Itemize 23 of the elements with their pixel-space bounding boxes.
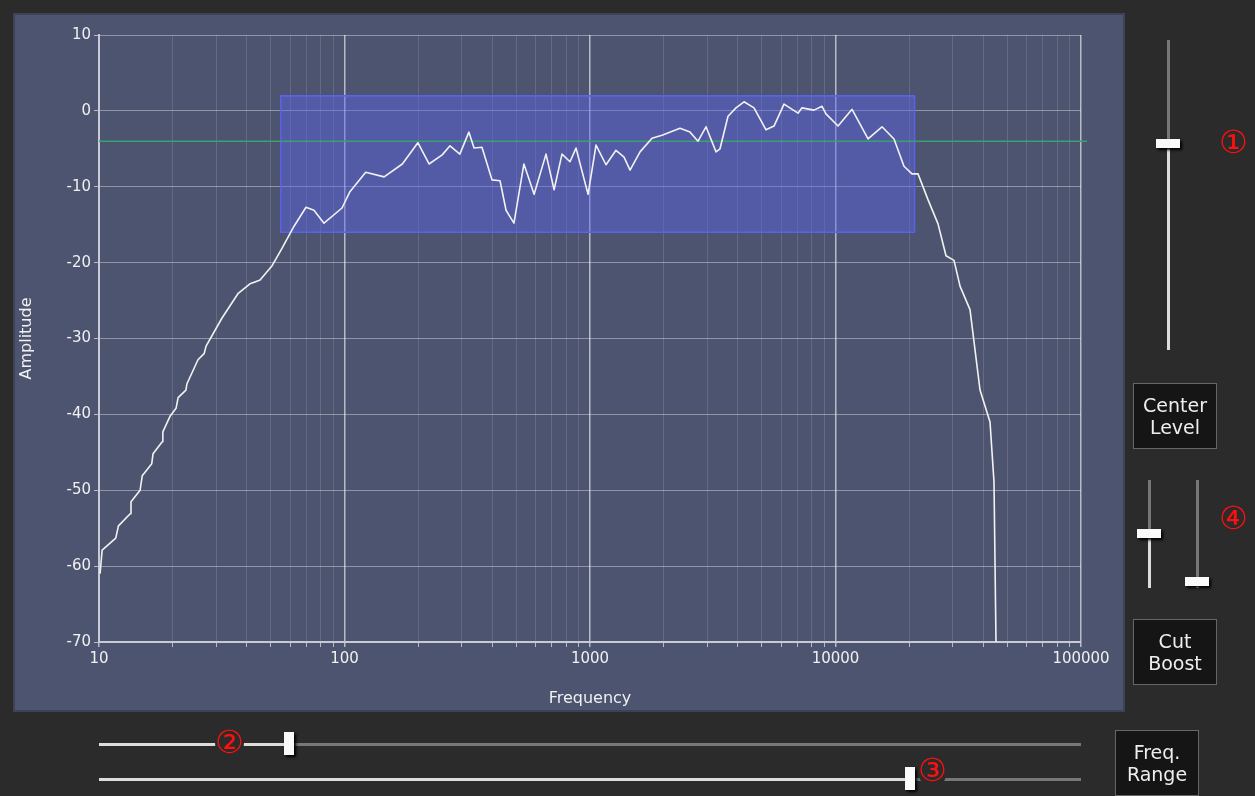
x-tick-label: 10: [89, 648, 109, 667]
text: Freq. Range: [1115, 730, 1199, 796]
y-tick-label: 0: [81, 100, 91, 119]
text: ②: [215, 723, 244, 761]
y-axis-title: Amplitude: [15, 297, 35, 380]
x-tick-label: 1000: [570, 648, 610, 667]
y-tick-label: -30: [66, 328, 91, 347]
text: Center Level: [1133, 383, 1217, 449]
text: ③: [918, 751, 947, 789]
text: Cut Boost: [1133, 619, 1217, 685]
y-tick-label: -50: [66, 480, 91, 499]
y-tick-label: -70: [66, 631, 91, 650]
y-tick-label: -20: [66, 252, 91, 271]
x-tick-label: 10000: [811, 648, 860, 667]
x-tick-label: 100000: [1052, 648, 1110, 667]
text: ①: [1219, 123, 1248, 161]
y-tick-label: 10: [71, 24, 91, 43]
text: ④: [1219, 499, 1248, 537]
x-tick-label: 100: [330, 648, 359, 667]
y-tick-label: -60: [66, 556, 91, 575]
x-axis-title: Frequency: [548, 687, 632, 707]
y-tick-label: -40: [66, 404, 91, 423]
y-tick-label: -10: [66, 176, 91, 195]
